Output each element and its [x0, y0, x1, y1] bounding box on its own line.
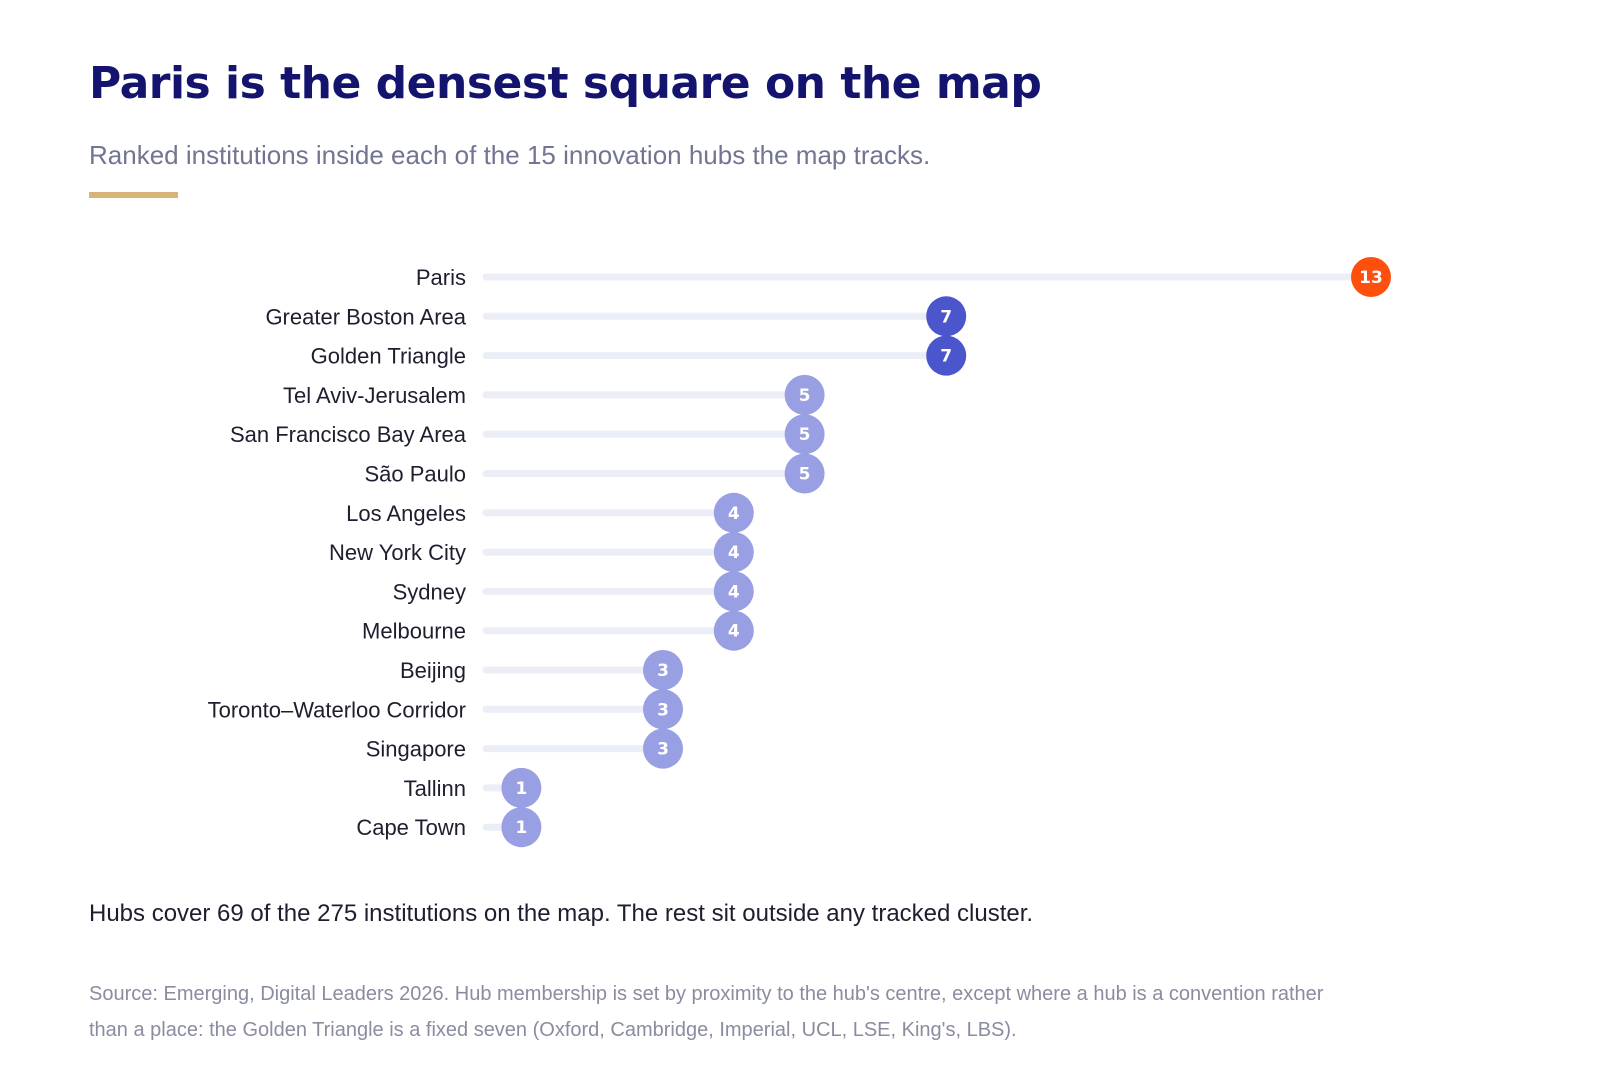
value-label-singapore: 3 [657, 740, 669, 760]
dot-golden-triangle [926, 335, 967, 376]
summary-note: Hubs cover 69 of the 275 institutions on… [89, 900, 1034, 927]
source-note: Source: Emerging, Digital Leaders 2026. … [89, 983, 1324, 1041]
dot-beijing [643, 650, 683, 690]
category-label-toronto-waterloo-corridor: Toronto–Waterloo Corridor [208, 697, 466, 722]
category-label-new-york-city: New York City [329, 540, 466, 565]
dot-san-francisco-bay-area [784, 414, 825, 455]
category-label-greater-boston-area: Greater Boston Area [265, 304, 466, 329]
value-label-golden-triangle: 7 [940, 347, 952, 367]
value-label-toronto-waterloo-corridor: 3 [657, 700, 669, 720]
dot-melbourne [713, 610, 754, 651]
value-label-cape-town: 1 [515, 818, 527, 838]
category-label-sao-paulo: São Paulo [364, 462, 466, 487]
chart-subtitle: Ranked institutions inside each of the 1… [89, 140, 931, 170]
accent-rule [89, 192, 178, 198]
dot-sao-paulo [784, 453, 825, 494]
category-label-singapore: Singapore [366, 737, 466, 762]
value-label-los-angeles: 4 [728, 504, 740, 524]
dot-cape-town [501, 807, 542, 848]
category-label-sydney: Sydney [393, 579, 466, 604]
category-label-melbourne: Melbourne [362, 619, 466, 644]
value-label-tel-aviv-jerusalem: 5 [799, 386, 811, 406]
dot-tallinn [501, 767, 542, 808]
chart-title: Paris is the densest square on the map [89, 58, 1042, 109]
value-label-beijing: 3 [657, 661, 669, 681]
value-label-sydney: 4 [728, 582, 740, 602]
category-label-golden-triangle: Golden Triangle [311, 344, 466, 369]
value-label-new-york-city: 4 [728, 543, 740, 563]
value-label-tallinn: 1 [515, 779, 527, 799]
dot-los-angeles [713, 492, 754, 533]
category-label-los-angeles: Los Angeles [346, 501, 466, 526]
dot-paris [1351, 257, 1391, 297]
dot-singapore [643, 728, 683, 769]
category-label-san-francisco-bay-area: San Francisco Bay Area [230, 422, 467, 447]
dot-sydney [713, 571, 754, 612]
category-label-beijing: Beijing [400, 658, 466, 683]
dot-new-york-city [713, 532, 754, 573]
category-label-tel-aviv-jerusalem: Tel Aviv-Jerusalem [283, 383, 466, 408]
value-label-paris: 13 [1359, 268, 1383, 288]
category-label-paris: Paris [416, 265, 466, 290]
value-label-melbourne: 4 [728, 622, 740, 642]
dot-tel-aviv-jerusalem [784, 374, 825, 415]
dot-greater-boston-area [926, 296, 967, 337]
dot-toronto-waterloo-corridor [643, 689, 683, 730]
category-label-cape-town: Cape Town [356, 815, 466, 840]
category-label-tallinn: Tallinn [404, 776, 466, 801]
value-label-sao-paulo: 5 [799, 465, 811, 485]
value-label-san-francisco-bay-area: 5 [799, 425, 811, 445]
value-label-greater-boston-area: 7 [940, 307, 952, 327]
